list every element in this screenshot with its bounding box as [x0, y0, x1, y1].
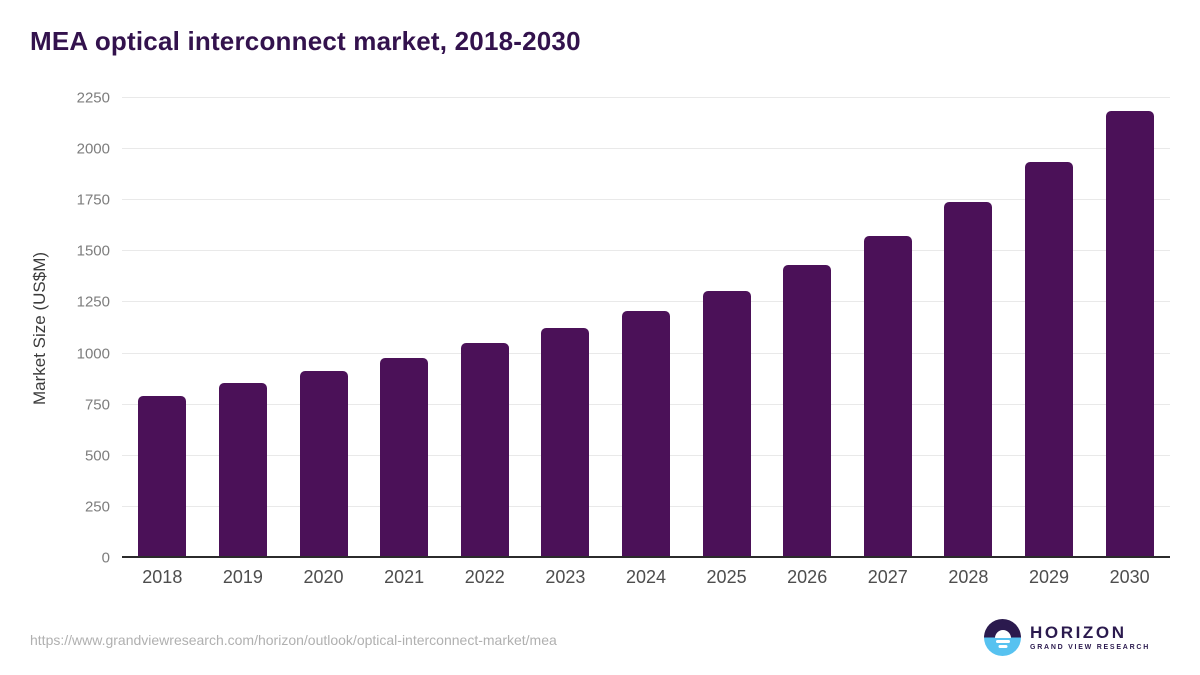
bar-2019 [218, 382, 267, 558]
y-tick-label: 250 [84, 498, 110, 516]
bar-2027 [863, 236, 912, 558]
bar-slot [847, 98, 928, 558]
y-axis-tick-labels: 0 250 500 750 1000 1250 1500 1750 2000 2250 [50, 91, 110, 566]
y-tick-label: 1250 [76, 293, 110, 311]
y-tick-label: 2000 [76, 140, 110, 158]
sun-dome [994, 629, 1011, 638]
bar-2023 [541, 327, 590, 558]
x-tick-label: 2026 [787, 567, 828, 587]
bar-2028 [944, 202, 993, 558]
x-tick-label: 2023 [545, 567, 586, 587]
bar-slot [444, 98, 525, 558]
bar-series [122, 98, 1170, 558]
gridline [122, 97, 1170, 98]
y-tick-label: 1750 [76, 191, 110, 209]
y-tick-label: 500 [84, 447, 110, 465]
bar-slot [606, 98, 687, 558]
bar-slot [283, 98, 364, 558]
bar-2029 [1025, 161, 1073, 558]
bar-2024 [621, 310, 670, 558]
logo-subtitle: GRAND VIEW RESEARCH [1030, 644, 1150, 651]
x-tick-label: 2019 [222, 567, 263, 587]
y-axis-title: Market Size (US$M) [30, 251, 49, 405]
x-tick-label: 2030 [1109, 567, 1150, 587]
bar-slot [122, 98, 203, 558]
chart-title: MEA optical interconnect market, 2018-20… [30, 26, 581, 56]
gridline [122, 250, 1170, 252]
x-tick-label: 2021 [384, 567, 425, 587]
x-tick-label: 2018 [142, 567, 183, 587]
bar-2022 [460, 342, 509, 558]
y-tick-label: 750 [84, 396, 110, 414]
bar-2021 [380, 358, 429, 558]
logo-text: HORIZON GRAND VIEW RESEARCH [1030, 624, 1150, 651]
bar-slot [686, 98, 767, 558]
bar-slot [928, 98, 1009, 558]
sun-reflection-line [998, 645, 1008, 648]
y-tick-label: 1500 [76, 242, 110, 260]
source-url: https://www.grandviewresearch.com/horizo… [30, 632, 557, 648]
y-tick-label: 2250 [76, 89, 110, 107]
x-tick-label: 2024 [625, 567, 666, 587]
horizon-logo: HORIZON GRAND VIEW RESEARCH [984, 619, 1150, 656]
x-tick-label: 2022 [464, 567, 505, 587]
bar-2030 [1105, 111, 1154, 558]
y-tick-label: 1000 [76, 345, 110, 363]
gridline [122, 301, 1170, 303]
x-tick-label: 2029 [1028, 567, 1070, 587]
x-tick-label: 2028 [948, 567, 989, 587]
horizon-sun-icon [984, 619, 1022, 656]
y-tick-label: 0 [101, 549, 110, 567]
bar-slot [767, 98, 848, 558]
x-axis-line [122, 556, 1170, 558]
x-tick-label: 2027 [867, 567, 908, 587]
gridline [122, 199, 1170, 201]
logo-brand: HORIZON [1030, 623, 1127, 642]
bar-slot [203, 98, 284, 558]
x-tick-label: 2025 [706, 567, 747, 587]
gridline [122, 148, 1170, 150]
bar-2018 [138, 395, 187, 558]
bar-2025 [702, 291, 751, 558]
plot-area [122, 97, 1170, 558]
x-tick-label: 2020 [303, 567, 344, 587]
x-axis-labels: 2018 2019 2020 2021 2022 2023 2024 2025 2026 2027… [122, 567, 1170, 588]
bar-slot [1009, 98, 1090, 558]
bar-2020 [299, 371, 348, 558]
bar-slot [1089, 98, 1170, 558]
bar-slot [525, 98, 606, 558]
bar-slot [364, 98, 445, 558]
bar-2026 [783, 265, 832, 558]
sun-reflection-line [995, 640, 1010, 643]
